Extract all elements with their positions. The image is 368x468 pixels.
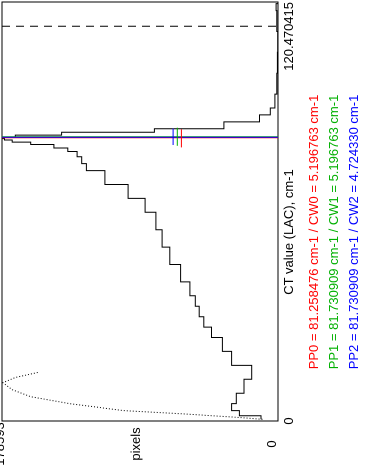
series-layer [1,3,279,420]
histogram-series-dotted [1,371,263,420]
annotation-pp0: PP0 = 81.258476 cm-1 / CW0 = 5.196763 cm… [306,95,321,370]
annotation-pp2: PP2 = 81.730909 cm-1 / CW2 = 4.724330 cm… [346,95,361,370]
x-tick-label-min: 0 [281,417,296,424]
x-tick-label-max: 120.470415 [281,2,296,71]
y-axis-label: pixels [128,427,143,461]
y-tick-label-min: 0 [264,440,279,447]
histogram-series-step [1,3,279,420]
marker-layer [2,25,278,148]
plot-frame [1,1,279,422]
x-axis-label: CT value (LAC), cm-1 [281,169,296,294]
annotation-pp1: PP1 = 81.730909 cm-1 / CW1 = 5.196763 cm… [326,95,341,370]
y-tick-label-max: 178593 [0,422,7,465]
